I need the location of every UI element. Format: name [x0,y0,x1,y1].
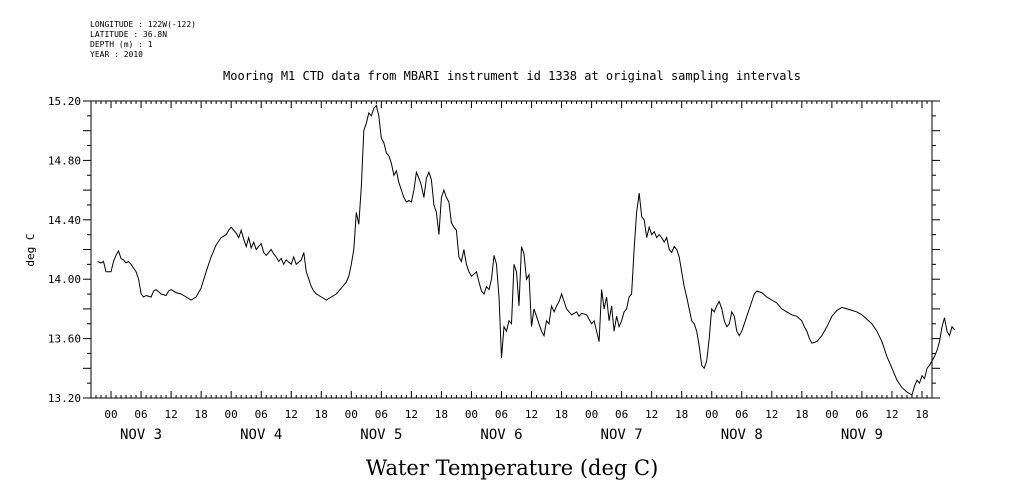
chart-title: Mooring M1 CTD data from MBARI instrumen… [223,69,801,83]
x-tick-label: 06 [495,408,508,421]
y-tick-label: 14.80 [48,154,81,167]
x-tick-label: 12 [405,408,418,421]
x-tick-label: 00 [585,408,598,421]
y-tick-label: 13.20 [48,392,81,405]
x-tick-label: 12 [525,408,538,421]
day-label: NOV 6 [480,427,522,443]
x-tick-label: 12 [285,408,298,421]
x-tick-label: 06 [615,408,628,421]
x-tick-label: 00 [705,408,718,421]
x-tick-label: 06 [255,408,268,421]
x-tick-label: 00 [225,408,238,421]
x-tick-label: 18 [435,408,448,421]
x-tick-label: 06 [855,408,868,421]
day-label: NOV 5 [360,427,402,443]
x-tick-label: 18 [915,408,928,421]
y-tick-labels: 13.20 13.60 14.00 14.40 14.80 15.20 [48,95,81,405]
x-tick-labels: 00 06 12 18 00 06 12 18 00 06 12 18 00 06 12 18 00 06 12 18… [104,408,928,421]
x-tick-label: 06 [134,408,147,421]
x-tick-label: 00 [345,408,358,421]
x-tick-label: 00 [825,408,838,421]
x-tick-label: 18 [195,408,208,421]
y-tick-label: 13.60 [48,333,81,346]
latitude-text: LATITUDE : 36.8N [90,30,168,39]
x-tick-label: 18 [555,408,568,421]
x-tick-label: 12 [164,408,177,421]
axis-ticks [83,100,940,399]
x-axis-label: Water Temperature (deg C) [366,456,659,480]
x-tick-label: 00 [465,408,478,421]
x-tick-label: 12 [765,408,778,421]
x-tick-label: 12 [885,408,898,421]
depth-text: DEPTH (m) : 1 [90,40,153,49]
temperature-line [97,104,955,396]
plot-frame [90,100,933,399]
y-axis-label: deg C [24,233,37,266]
day-label: NOV 8 [721,427,763,443]
y-tick-label: 14.40 [48,214,81,227]
x-tick-label: 06 [375,408,388,421]
day-label: NOV 9 [841,427,883,443]
x-tick-label: 18 [315,408,328,421]
day-label: NOV 3 [120,427,162,443]
year-text: YEAR : 2010 [90,50,143,59]
x-tick-label: 06 [735,408,748,421]
longitude-text: LONGITUDE : 122W(-122) [90,20,196,29]
metadata-block: LONGITUDE : 122W(-122) LATITUDE : 36.8N … [90,20,196,60]
x-tick-label: 12 [645,408,658,421]
y-tick-label: 15.20 [48,95,81,108]
y-tick-label: 14.00 [48,273,81,286]
x-tick-label: 00 [104,408,117,421]
day-label: NOV 7 [601,427,643,443]
x-tick-label: 18 [795,408,808,421]
day-labels: NOV 3 NOV 4 NOV 5 NOV 6 NOV 7 NOV 8 NOV 9 [120,427,883,443]
day-label: NOV 4 [240,427,282,443]
x-tick-label: 18 [675,408,688,421]
